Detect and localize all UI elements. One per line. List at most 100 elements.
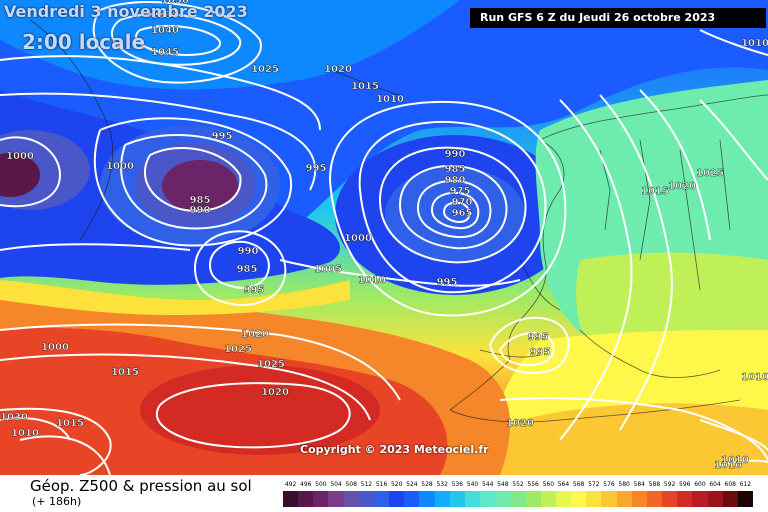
z500-low-farwest-core <box>0 153 40 197</box>
legend-value: 536 <box>451 481 464 488</box>
coastlines <box>29 19 768 423</box>
isobar-line <box>699 29 768 56</box>
isobar-label: 1025 <box>251 64 279 75</box>
isobar-label: 1010 <box>741 372 768 383</box>
isobar-label: 1005 <box>314 264 342 275</box>
legend-swatch <box>419 491 436 507</box>
map-footer: Géop. Z500 & pression au sol (+ 186h) 49… <box>0 475 768 512</box>
legend-swatch <box>586 491 602 507</box>
isobar-line <box>379 146 527 264</box>
isobar-label: 1010 <box>11 428 39 439</box>
legend-swatch <box>495 491 511 507</box>
isobar-label: 1025 <box>257 359 285 370</box>
isobar-line <box>699 419 768 451</box>
map-title: Géop. Z500 & pression au sol <box>30 477 252 495</box>
run-info-banner: Run GFS 6 Z du Jeudi 26 octobre 2023 <box>470 8 766 28</box>
isobar-label: 1045 <box>151 47 179 58</box>
z500-lightblue-north <box>0 0 460 90</box>
isobar-line <box>120 134 268 230</box>
legend-value: 584 <box>633 481 645 488</box>
legend-value: 592 <box>663 481 676 488</box>
legend-swatch <box>449 491 466 507</box>
legend-swatch <box>373 491 390 507</box>
legend-value: 548 <box>497 481 509 488</box>
isobar-label: 1025 <box>224 344 252 355</box>
geopotential-fields <box>0 0 768 475</box>
isobar-line <box>0 353 371 421</box>
isobar-line <box>155 382 351 449</box>
legend-value: 568 <box>572 481 585 488</box>
isobar-lines <box>0 0 768 475</box>
legend-swatch <box>404 491 420 507</box>
legend-value: 560 <box>542 481 555 488</box>
isobar-line <box>699 99 768 181</box>
legend-swatch <box>737 491 754 507</box>
legend-swatch <box>646 491 663 507</box>
isobar-label: 1000 <box>106 161 134 172</box>
isobar-label: 1010 <box>358 275 386 286</box>
legend-value: 564 <box>557 481 570 488</box>
isobar-label: 1035 <box>151 10 179 21</box>
isobar-line <box>499 332 555 367</box>
isobar-line <box>0 323 401 401</box>
legend-swatch <box>571 491 587 507</box>
isobar-line <box>194 230 287 306</box>
isobar-line <box>93 117 293 247</box>
greenland-coast <box>29 19 114 241</box>
legend-value: 544 <box>481 481 494 488</box>
legend-value: 600 <box>694 481 706 488</box>
isobar-label: 1030 <box>0 412 28 423</box>
isobar-label: 995 <box>437 277 458 288</box>
isobar-line <box>417 179 492 239</box>
isobar-label: 1025 <box>696 168 724 179</box>
isobar-label: 1010 <box>721 455 749 466</box>
legend-value: 500 <box>315 481 327 488</box>
legend-swatch <box>616 491 633 507</box>
isobar-label: 995 <box>244 285 265 296</box>
legend-swatch <box>722 491 739 507</box>
legend-value: 532 <box>436 481 448 488</box>
legend-value: 512 <box>360 481 373 488</box>
isobar-label: 990 <box>238 246 259 257</box>
isobar-label: 1020 <box>241 329 269 340</box>
legend-swatch <box>692 491 708 507</box>
isobar-line <box>209 240 270 289</box>
isobar-label: 985 <box>190 195 211 206</box>
isobar-line <box>0 92 317 191</box>
isobar-line <box>279 259 521 287</box>
legend-swatch <box>601 491 618 507</box>
isobar-label: 975 <box>450 186 471 197</box>
legend-value: 612 <box>739 481 752 488</box>
isobar-label: 995 <box>212 131 233 142</box>
isobar-line <box>0 136 62 208</box>
isobar-line <box>639 89 711 241</box>
isobar-label: 970 <box>452 197 473 208</box>
isobar-label: 995 <box>528 332 549 343</box>
weather-map: 1030 1035 1040 1045 1025 1020 1015 1010 1010 1000… <box>0 0 768 475</box>
isobar-label: 990 <box>445 149 466 160</box>
isobar-label: 1000 <box>41 342 69 353</box>
legend-swatch <box>631 491 648 507</box>
legend-value: 496 <box>300 481 312 488</box>
legend-value: 516 <box>375 481 388 488</box>
legend-value: 604 <box>709 481 721 488</box>
legend-swatch <box>677 491 693 507</box>
isobar-line <box>399 164 508 250</box>
isobar-label: 1010 <box>741 38 768 49</box>
isobar-line <box>19 435 111 475</box>
forecast-time: 2:00 locale <box>22 30 146 54</box>
legend-value: 528 <box>421 481 433 488</box>
legend-value: 588 <box>648 481 661 488</box>
isobar-label: 1030 <box>161 0 189 6</box>
isobar-line <box>499 397 768 461</box>
legend-swatch <box>313 491 329 507</box>
legend-swatch <box>464 491 481 507</box>
legend-swatch <box>343 491 360 507</box>
isobar-label: 965 <box>452 208 473 219</box>
legend-swatch <box>510 491 527 507</box>
isobar-label: 1015 <box>641 186 669 197</box>
isobar-line <box>559 99 633 441</box>
legend-value: 524 <box>406 481 418 488</box>
